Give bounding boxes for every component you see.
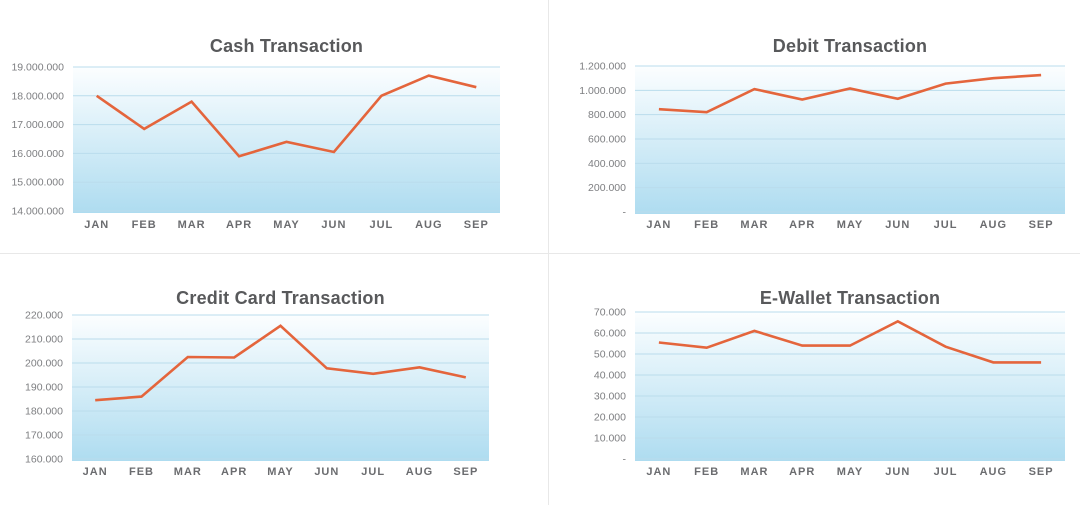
x-axis-label: JUL (934, 219, 958, 231)
x-axis-label: APR (221, 466, 247, 478)
cash-transaction-chart: 19.000.000 18.000.000 17.000.000 16.000.000… (11, 62, 500, 231)
series-line (658, 319, 1042, 364)
x-axis-label: SEP (453, 466, 478, 478)
x-axis-label: AUG (980, 219, 1007, 231)
credit-card-transaction-title: Credit Card Transaction (176, 287, 385, 308)
debit-transaction-title: Debit Transaction (772, 35, 928, 56)
x-axis-label: JUN (314, 466, 339, 478)
y-axis-label: 180.000 (25, 406, 63, 418)
y-axis-label: 220.000 (25, 310, 63, 322)
x-axis-label: JUL (369, 219, 393, 231)
y-axis-label: 15.000.000 (11, 177, 64, 189)
y-axis-label: 20.000 (594, 412, 626, 424)
debit-transaction-panel: Debit Transaction 1.200.000 1.000.000 800.… (548, 0, 1080, 253)
x-axis-label: AUG (406, 466, 433, 478)
cash-transaction-title: Cash Transaction (209, 35, 364, 56)
x-axis-label: SEP (1029, 219, 1054, 231)
y-axis-label: - (623, 454, 627, 466)
y-axis-label: 400.000 (588, 158, 626, 170)
y-axis-label: 600.000 (588, 134, 626, 146)
x-axis-label: JUL (934, 466, 958, 478)
x-axis-label: APR (789, 219, 815, 231)
x-axis-label: SEP (464, 219, 489, 231)
x-axis-label: JAN (83, 466, 108, 478)
x-axis-label: FEB (132, 219, 157, 231)
y-axis-label: 200.000 (25, 358, 63, 370)
x-axis-label: MAR (740, 219, 768, 231)
plot-area (635, 312, 1065, 461)
x-axis-label: AUG (980, 466, 1007, 478)
x-axis-label: MAR (174, 466, 202, 478)
plot-area (73, 67, 500, 213)
x-axis-label: MAY (267, 466, 293, 478)
y-axis-label: 1.200.000 (579, 61, 626, 73)
y-axis-label: 800.000 (588, 109, 626, 121)
x-axis-label: JAN (646, 219, 671, 231)
y-axis-label: 40.000 (594, 370, 626, 382)
x-axis-label: JUN (885, 219, 910, 231)
y-axis-label: 18.000.000 (11, 90, 64, 102)
x-axis-label: FEB (694, 219, 719, 231)
y-axis-label: 16.000.000 (11, 148, 64, 160)
credit-card-transaction-panel: Credit Card Transaction 220.000 210.000 20… (0, 253, 548, 505)
x-axis-label: FEB (694, 466, 719, 478)
x-axis-label: JAN (646, 466, 671, 478)
x-axis-label: APR (789, 466, 815, 478)
y-axis-label: 170.000 (25, 430, 63, 442)
horizontal-divider (0, 253, 1080, 254)
y-axis-label: - (623, 207, 627, 219)
y-axis-label: 60.000 (594, 328, 626, 340)
e-wallet-transaction-title: E-Wallet Transaction (759, 287, 941, 308)
y-axis-label: 160.000 (25, 454, 63, 466)
debit-transaction-chart: 1.200.000 1.000.000 800.000 600.000 400.000 2… (579, 61, 1065, 231)
cash-transaction-panel: Cash Transaction 19.000.000 18.000.000 17.… (0, 0, 548, 253)
x-axis-label: FEB (129, 466, 154, 478)
series-line (658, 73, 1042, 114)
x-axis-label: AUG (415, 219, 442, 231)
plot-area (72, 315, 489, 461)
x-axis-label: MAY (837, 219, 863, 231)
series-line (95, 324, 467, 402)
x-axis-label: JAN (84, 219, 109, 231)
y-axis-label: 50.000 (594, 349, 626, 361)
y-axis-label: 70.000 (594, 307, 626, 319)
x-axis-label: JUL (361, 466, 385, 478)
series-line (95, 74, 477, 158)
x-axis-label: MAR (178, 219, 206, 231)
vertical-divider (548, 0, 549, 505)
y-axis-label: 19.000.000 (11, 62, 64, 74)
y-axis-label: 17.000.000 (11, 119, 64, 131)
x-axis-label: MAR (740, 466, 768, 478)
y-axis-label: 14.000.000 (11, 206, 64, 218)
y-axis-label: 210.000 (25, 334, 63, 346)
x-axis-label: SEP (1029, 466, 1054, 478)
y-axis-label: 190.000 (25, 382, 63, 394)
e-wallet-transaction-panel: E-Wallet Transaction 70.000 60.000 50.000 4… (548, 253, 1080, 505)
x-axis-label: APR (226, 219, 252, 231)
y-axis-label: 200.000 (588, 182, 626, 194)
x-axis-label: JUN (885, 466, 910, 478)
y-axis-label: 10.000 (594, 433, 626, 445)
y-axis-label: 30.000 (594, 391, 626, 403)
credit-card-transaction-chart: 220.000 210.000 200.000 190.000 180.000 170.0… (25, 310, 489, 478)
x-axis-label: JUN (321, 219, 346, 231)
e-wallet-transaction-chart: 70.000 60.000 50.000 40.000 30.000 20.000 10.0… (594, 307, 1065, 478)
x-axis-label: MAY (273, 219, 299, 231)
x-axis-label: MAY (837, 466, 863, 478)
y-axis-label: 1.000.000 (579, 85, 626, 97)
